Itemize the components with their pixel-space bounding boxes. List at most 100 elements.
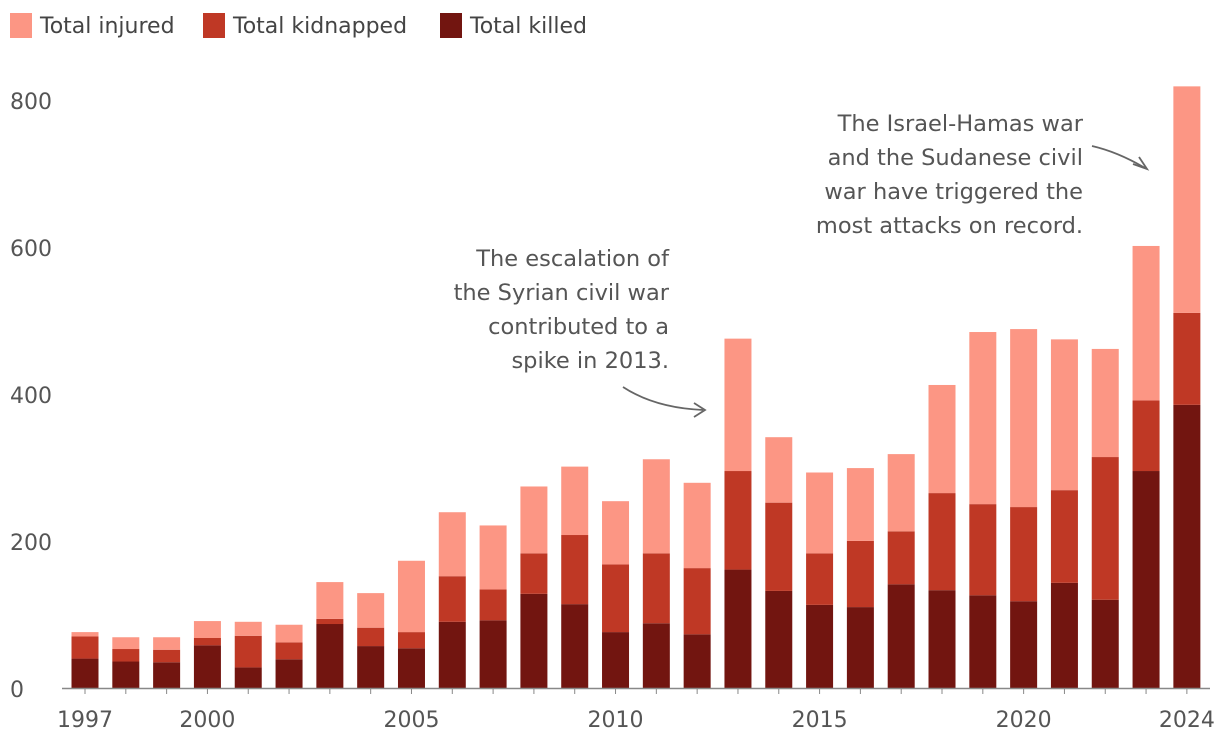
bar-segment-total-injured-1998 [112,637,140,650]
annotation-2024: The Israel-Hamas war and the Sudanese ci… [816,111,1150,239]
bar-segment-total-killed-2005 [397,648,425,688]
bar-segment-total-injured-2007 [479,525,507,590]
bar-segment-total-injured-2021 [1050,339,1078,491]
bar-segment-total-kidnapped-2007 [479,589,507,621]
annotation-2013-line: The escalation of [475,246,670,272]
bar-segment-total-kidnapped-2022 [1091,457,1119,600]
bar-segment-total-kidnapped-2018 [928,493,956,591]
annotation-2024-line: war have triggered the [824,179,1083,205]
bar-segment-total-killed-2009 [561,604,589,688]
bar-segment-total-killed-2012 [683,634,711,688]
x-tick-label-1997: 1997 [57,708,113,733]
bar-segment-total-kidnapped-2003 [316,618,344,625]
bar-segment-total-kidnapped-2012 [683,568,711,635]
x-tick-label-2020: 2020 [996,708,1052,733]
bar-segment-total-injured-2015 [806,472,834,554]
legend-swatch-killed [440,13,462,38]
legend: Total injured Total kidnapped Total kill… [10,13,587,39]
bar-segment-total-injured-2019 [969,332,997,505]
bar-segment-total-killed-1998 [112,661,140,688]
legend-swatch-kidnapped [203,13,225,38]
bar-segment-total-injured-2014 [765,437,793,503]
bar-segment-total-kidnapped-2008 [520,553,548,594]
bar-segment-total-injured-2012 [683,482,711,569]
bar-segment-total-injured-1997 [71,632,99,637]
bar-segment-total-injured-2018 [928,384,956,494]
bar-segment-total-killed-2008 [520,593,548,688]
bar-segment-total-injured-2011 [642,459,670,554]
annotation-2024-arrowhead [1132,156,1150,171]
y-tick-label: 200 [10,531,52,556]
bar-segment-total-kidnapped-2024 [1173,312,1201,405]
annotation-2013-line: spike in 2013. [511,348,669,374]
bar-segment-total-injured-2024 [1173,86,1201,313]
bar-segment-total-killed-2017 [887,584,915,688]
y-axis: 0 200 400 600 800 [10,90,52,703]
bar-segment-total-kidnapped-1999 [153,649,181,663]
annotation-2024-line: most attacks on record. [816,213,1083,239]
x-tick-label-2024: 2024 [1159,708,1215,733]
bar-segment-total-killed-1997 [71,658,99,688]
annotation-2013-line: the Syrian civil war [454,280,670,306]
bar-segment-total-kidnapped-2015 [806,553,834,605]
bar-segment-total-kidnapped-2006 [438,576,466,622]
bar-segment-total-kidnapped-2002 [275,642,303,660]
bar-segment-total-killed-2022 [1091,599,1119,688]
bar-segment-total-kidnapped-2000 [193,637,221,646]
bar-segment-total-killed-2006 [438,621,466,688]
bar-segment-total-kidnapped-2009 [561,535,589,605]
legend-label-killed: Total killed [469,14,587,39]
bar-segment-total-killed-2016 [846,607,874,689]
bar-segment-total-kidnapped-2011 [642,553,670,624]
annotation-2013: The escalation of the Syrian civil war c… [454,246,707,418]
bar-segment-total-kidnapped-2017 [887,531,915,585]
y-tick-label: 800 [10,90,52,115]
x-axis: 1997 2000 2005 2010 2015 2020 2024 [57,688,1215,733]
annotation-2013-arrowhead [693,402,707,418]
bar-segment-total-injured-2002 [275,624,303,643]
bar-segment-total-killed-2007 [479,620,507,688]
bar-segment-total-killed-2004 [357,646,385,688]
bar-segment-total-killed-2002 [275,659,303,688]
bar-segment-total-kidnapped-2016 [846,540,874,608]
bar-segment-total-killed-2014 [765,590,793,688]
bar-segment-total-injured-2004 [357,593,385,628]
annotation-2024-arrow [1091,145,1146,169]
bar-segment-total-killed-2011 [642,623,670,688]
bar-segment-total-kidnapped-2004 [357,627,385,647]
bar-segment-total-kidnapped-2010 [602,564,630,633]
bar-segment-total-injured-2017 [887,454,915,532]
bar-segment-total-injured-2008 [520,486,548,554]
bar-segment-total-killed-2019 [969,595,997,688]
bar-segment-total-injured-2003 [316,582,344,619]
bar-segment-total-injured-2005 [397,560,425,633]
bar-segment-total-killed-2020 [1010,601,1038,688]
y-tick-label: 600 [10,237,52,262]
x-tick-label-2010: 2010 [588,708,644,733]
bar-segment-total-kidnapped-2020 [1010,507,1038,602]
bar-segment-total-killed-2013 [724,569,752,688]
bar-segment-total-injured-2022 [1091,348,1119,458]
bar-segment-total-injured-2020 [1010,329,1038,508]
annotation-2013-arrow [622,386,704,411]
bar-segment-total-injured-2013 [724,338,752,472]
bar-segment-total-injured-2016 [846,468,874,541]
y-tick-label: 0 [10,678,24,703]
bar-segment-total-kidnapped-2001 [234,635,262,668]
bar-segment-total-injured-1999 [153,637,181,650]
bar-segment-total-killed-2024 [1173,404,1201,688]
x-tick-label-2005: 2005 [383,708,439,733]
bar-segment-total-killed-2021 [1050,582,1078,688]
bar-segment-total-kidnapped-1997 [71,636,99,659]
bar-segment-total-killed-2015 [806,604,834,688]
bar-segment-total-killed-2003 [316,624,344,688]
bar-segment-total-kidnapped-2013 [724,471,752,570]
bar-segment-total-killed-2010 [602,632,630,688]
bars-group [71,86,1201,689]
bar-segment-total-killed-2023 [1132,471,1160,688]
bar-segment-total-killed-2018 [928,590,956,688]
bar-segment-total-kidnapped-2021 [1050,490,1078,583]
bar-segment-total-kidnapped-2014 [765,502,793,591]
annotation-2024-line: and the Sudanese civil [828,145,1083,171]
